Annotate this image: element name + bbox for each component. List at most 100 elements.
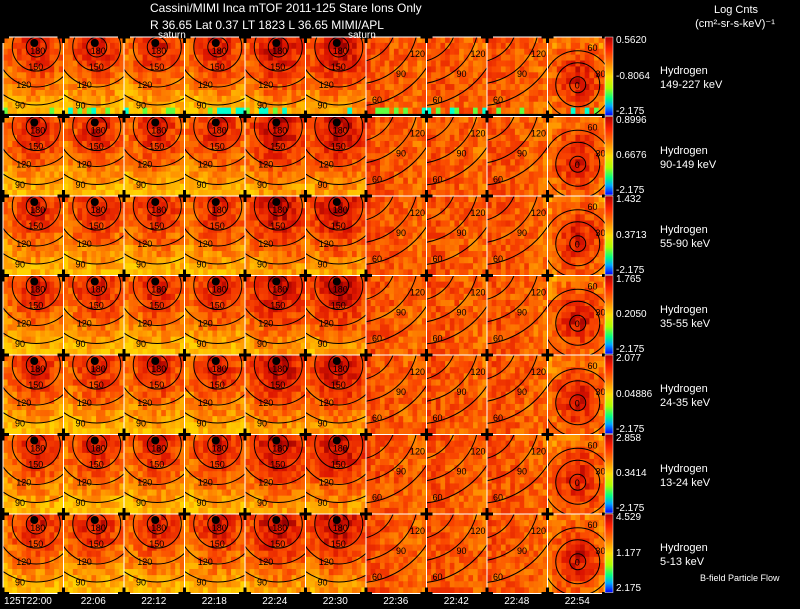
contours-r2-c7: 120 90 60 [426, 196, 487, 265]
contour-label: 60 [433, 175, 443, 185]
contours-r5-c8: 120 90 60 [487, 434, 548, 504]
contour-label: 90 [136, 578, 146, 588]
contour-label: 60 [588, 202, 598, 212]
contour-label: 150 [149, 301, 164, 311]
saturn-marker [90, 39, 99, 47]
contour-line [124, 465, 185, 485]
time-label: 22:12 [141, 596, 167, 607]
contour-label: 60 [493, 493, 503, 503]
contour-line [3, 491, 64, 503]
saturn-marker [90, 118, 99, 127]
contour-line [305, 545, 366, 565]
contour-label: 90 [15, 419, 25, 429]
contours-r5-c0: 180 150 120 90 [3, 434, 64, 508]
contour-label: 90 [76, 260, 86, 270]
band-species: Hydrogen [660, 462, 708, 475]
contour-label: 90 [396, 228, 406, 238]
frame-r1-c2 [124, 116, 185, 197]
contour-label: 90 [457, 546, 467, 556]
contour-line [124, 306, 185, 326]
contour-label: 60 [433, 572, 443, 582]
contour-label: 120 [16, 160, 31, 170]
contour-label: 0 [575, 240, 580, 250]
contour-label: 150 [270, 380, 285, 390]
cross-marker [118, 508, 130, 520]
contour-line [11, 514, 61, 549]
contour-line [314, 37, 364, 72]
colorbar-max: 4.529 [616, 512, 642, 523]
contour-label: 180 [333, 285, 348, 295]
contour-line [3, 465, 64, 485]
contour-label: 120 [410, 208, 425, 218]
contours-r3-c9: 60 30 0 [547, 282, 608, 355]
contour-line [569, 473, 587, 491]
contour-line [11, 434, 61, 469]
contour-label: 120 [471, 208, 486, 218]
contour-label: 180 [333, 205, 348, 215]
saturn-marker [211, 198, 220, 206]
band-energy: 35-55 keV [660, 317, 711, 330]
contours-r4-c0: 180 150 120 90 [3, 355, 64, 429]
chart-subtitle: R 36.65 Lat 0.37 LT 1823 L 36.65 MIMI/AP… [150, 18, 384, 32]
contour-label: 120 [77, 319, 92, 329]
contours-r3-c6: 120 90 60 [366, 275, 427, 345]
chart-title: Cassini/MIMI Inca mTOF 2011-125 Stare Io… [150, 1, 422, 15]
band-species: Hydrogen [660, 383, 708, 395]
contour-label: 150 [210, 221, 225, 231]
contour-line [245, 465, 306, 485]
contour-label: 120 [198, 398, 213, 408]
contour-line [305, 173, 366, 185]
cross-marker [360, 349, 372, 361]
contour-line [3, 545, 64, 565]
contour-label: 180 [30, 364, 45, 374]
contour-label: 120 [471, 367, 486, 377]
frame-r5-c3 [184, 434, 246, 515]
contour-line [63, 465, 124, 485]
colorbar-max: 1.432 [616, 194, 642, 205]
saturn-marker [211, 357, 220, 365]
saturn-marker [332, 516, 341, 524]
cross-marker [0, 428, 9, 441]
colorbar-4 [604, 354, 614, 434]
cross-marker [299, 428, 312, 441]
contour-label: 0 [575, 160, 580, 170]
contour-line [555, 141, 601, 187]
contour-label: 90 [517, 308, 527, 318]
contour-label: 60 [493, 175, 503, 185]
cross-marker [360, 269, 372, 282]
contour-line [3, 227, 64, 247]
contours-r1-c5: 180 150 120 90 [305, 116, 366, 190]
contour-label: 90 [396, 467, 406, 477]
band-energy: 5-13 keV [660, 556, 705, 568]
time-label: 22:18 [201, 596, 227, 607]
contour-line [267, 116, 289, 137]
contours-r3-c5: 180 150 120 90 [305, 275, 366, 349]
colorbar-min: -2.175 [616, 503, 645, 514]
contour-line [193, 116, 243, 151]
contours-r3-c0: 180 150 120 90 [3, 275, 64, 349]
frame-r0-c2 [124, 37, 185, 114]
cross-marker [481, 31, 493, 43]
contour-line [569, 155, 587, 173]
contour-label: 150 [149, 62, 164, 72]
contours-r3-c8: 120 90 60 [487, 275, 548, 345]
contour-line [555, 62, 601, 108]
contours-r4-c9: 60 30 0 [547, 361, 608, 435]
contour-label: 90 [257, 498, 267, 508]
contour-label: 0 [575, 81, 580, 91]
contour-line [314, 275, 364, 310]
colorbar-min: -2.175 [616, 423, 645, 435]
contour-line [305, 93, 366, 106]
frame-r4-c7 [426, 355, 488, 435]
contour-label: 60 [493, 95, 503, 105]
contour-label: 120 [531, 49, 546, 59]
contour-label: 150 [89, 539, 104, 549]
cross-marker [57, 190, 70, 202]
cross-marker [178, 110, 191, 123]
contours-r3-c1: 180 150 120 90 [63, 275, 124, 349]
contour-label: 180 [333, 444, 348, 454]
contour-line [184, 386, 245, 406]
cross-marker [541, 269, 554, 282]
contour-line [184, 332, 245, 344]
time-label: 22:54 [564, 596, 590, 607]
